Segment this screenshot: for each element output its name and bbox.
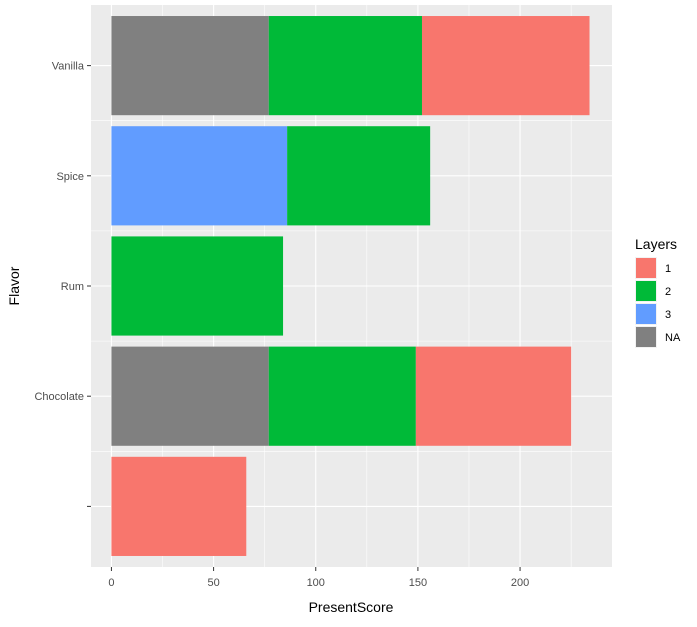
- y-tick-label: Chocolate: [34, 391, 84, 403]
- bar-segment-spice-layer-2: [287, 126, 431, 226]
- legend-swatch-na: [636, 327, 656, 347]
- bar-segment-chocolate-layer-na: [111, 346, 269, 446]
- y-tick-label: Vanilla: [52, 61, 85, 73]
- y-axis: Vanilla Spice Rum Chocolate: [34, 61, 91, 507]
- legend-label-2: 2: [665, 286, 671, 298]
- x-tick-label: 200: [511, 577, 529, 589]
- y-axis-title: Flavor: [6, 266, 22, 305]
- legend-label-1: 1: [665, 263, 671, 275]
- legend-swatch-3: [636, 304, 656, 324]
- legend-swatch-1: [636, 258, 656, 278]
- x-tick-label: 50: [207, 577, 219, 589]
- x-axis-title: PresentScore: [309, 599, 394, 615]
- legend-swatch-2: [636, 281, 656, 301]
- x-tick-label: 100: [307, 577, 325, 589]
- bar-segment-chocolate-layer-1: [415, 346, 572, 446]
- legend-label-3: 3: [665, 309, 671, 321]
- bars: [111, 16, 590, 556]
- bar-segment-vanilla-layer-1: [421, 16, 590, 116]
- legend-label-na: NA: [665, 332, 681, 344]
- bar-segment-blank-layer-1: [111, 456, 247, 556]
- y-tick-label: Rum: [61, 281, 84, 293]
- bar-segment-vanilla-layer-2: [268, 16, 422, 116]
- x-axis: 0 50 100 150 200: [108, 567, 529, 589]
- legend: Layers 1 2 3 NA: [635, 236, 681, 348]
- x-tick-label: 150: [409, 577, 427, 589]
- legend-title: Layers: [635, 236, 677, 252]
- bar-segment-rum-layer-2: [111, 236, 284, 336]
- x-tick-label: 0: [108, 577, 114, 589]
- y-tick-label: Spice: [56, 171, 84, 183]
- bar-segment-vanilla-layer-na: [111, 16, 269, 116]
- bar-segment-spice-layer-3: [111, 126, 288, 226]
- bar-segment-chocolate-layer-2: [268, 346, 416, 446]
